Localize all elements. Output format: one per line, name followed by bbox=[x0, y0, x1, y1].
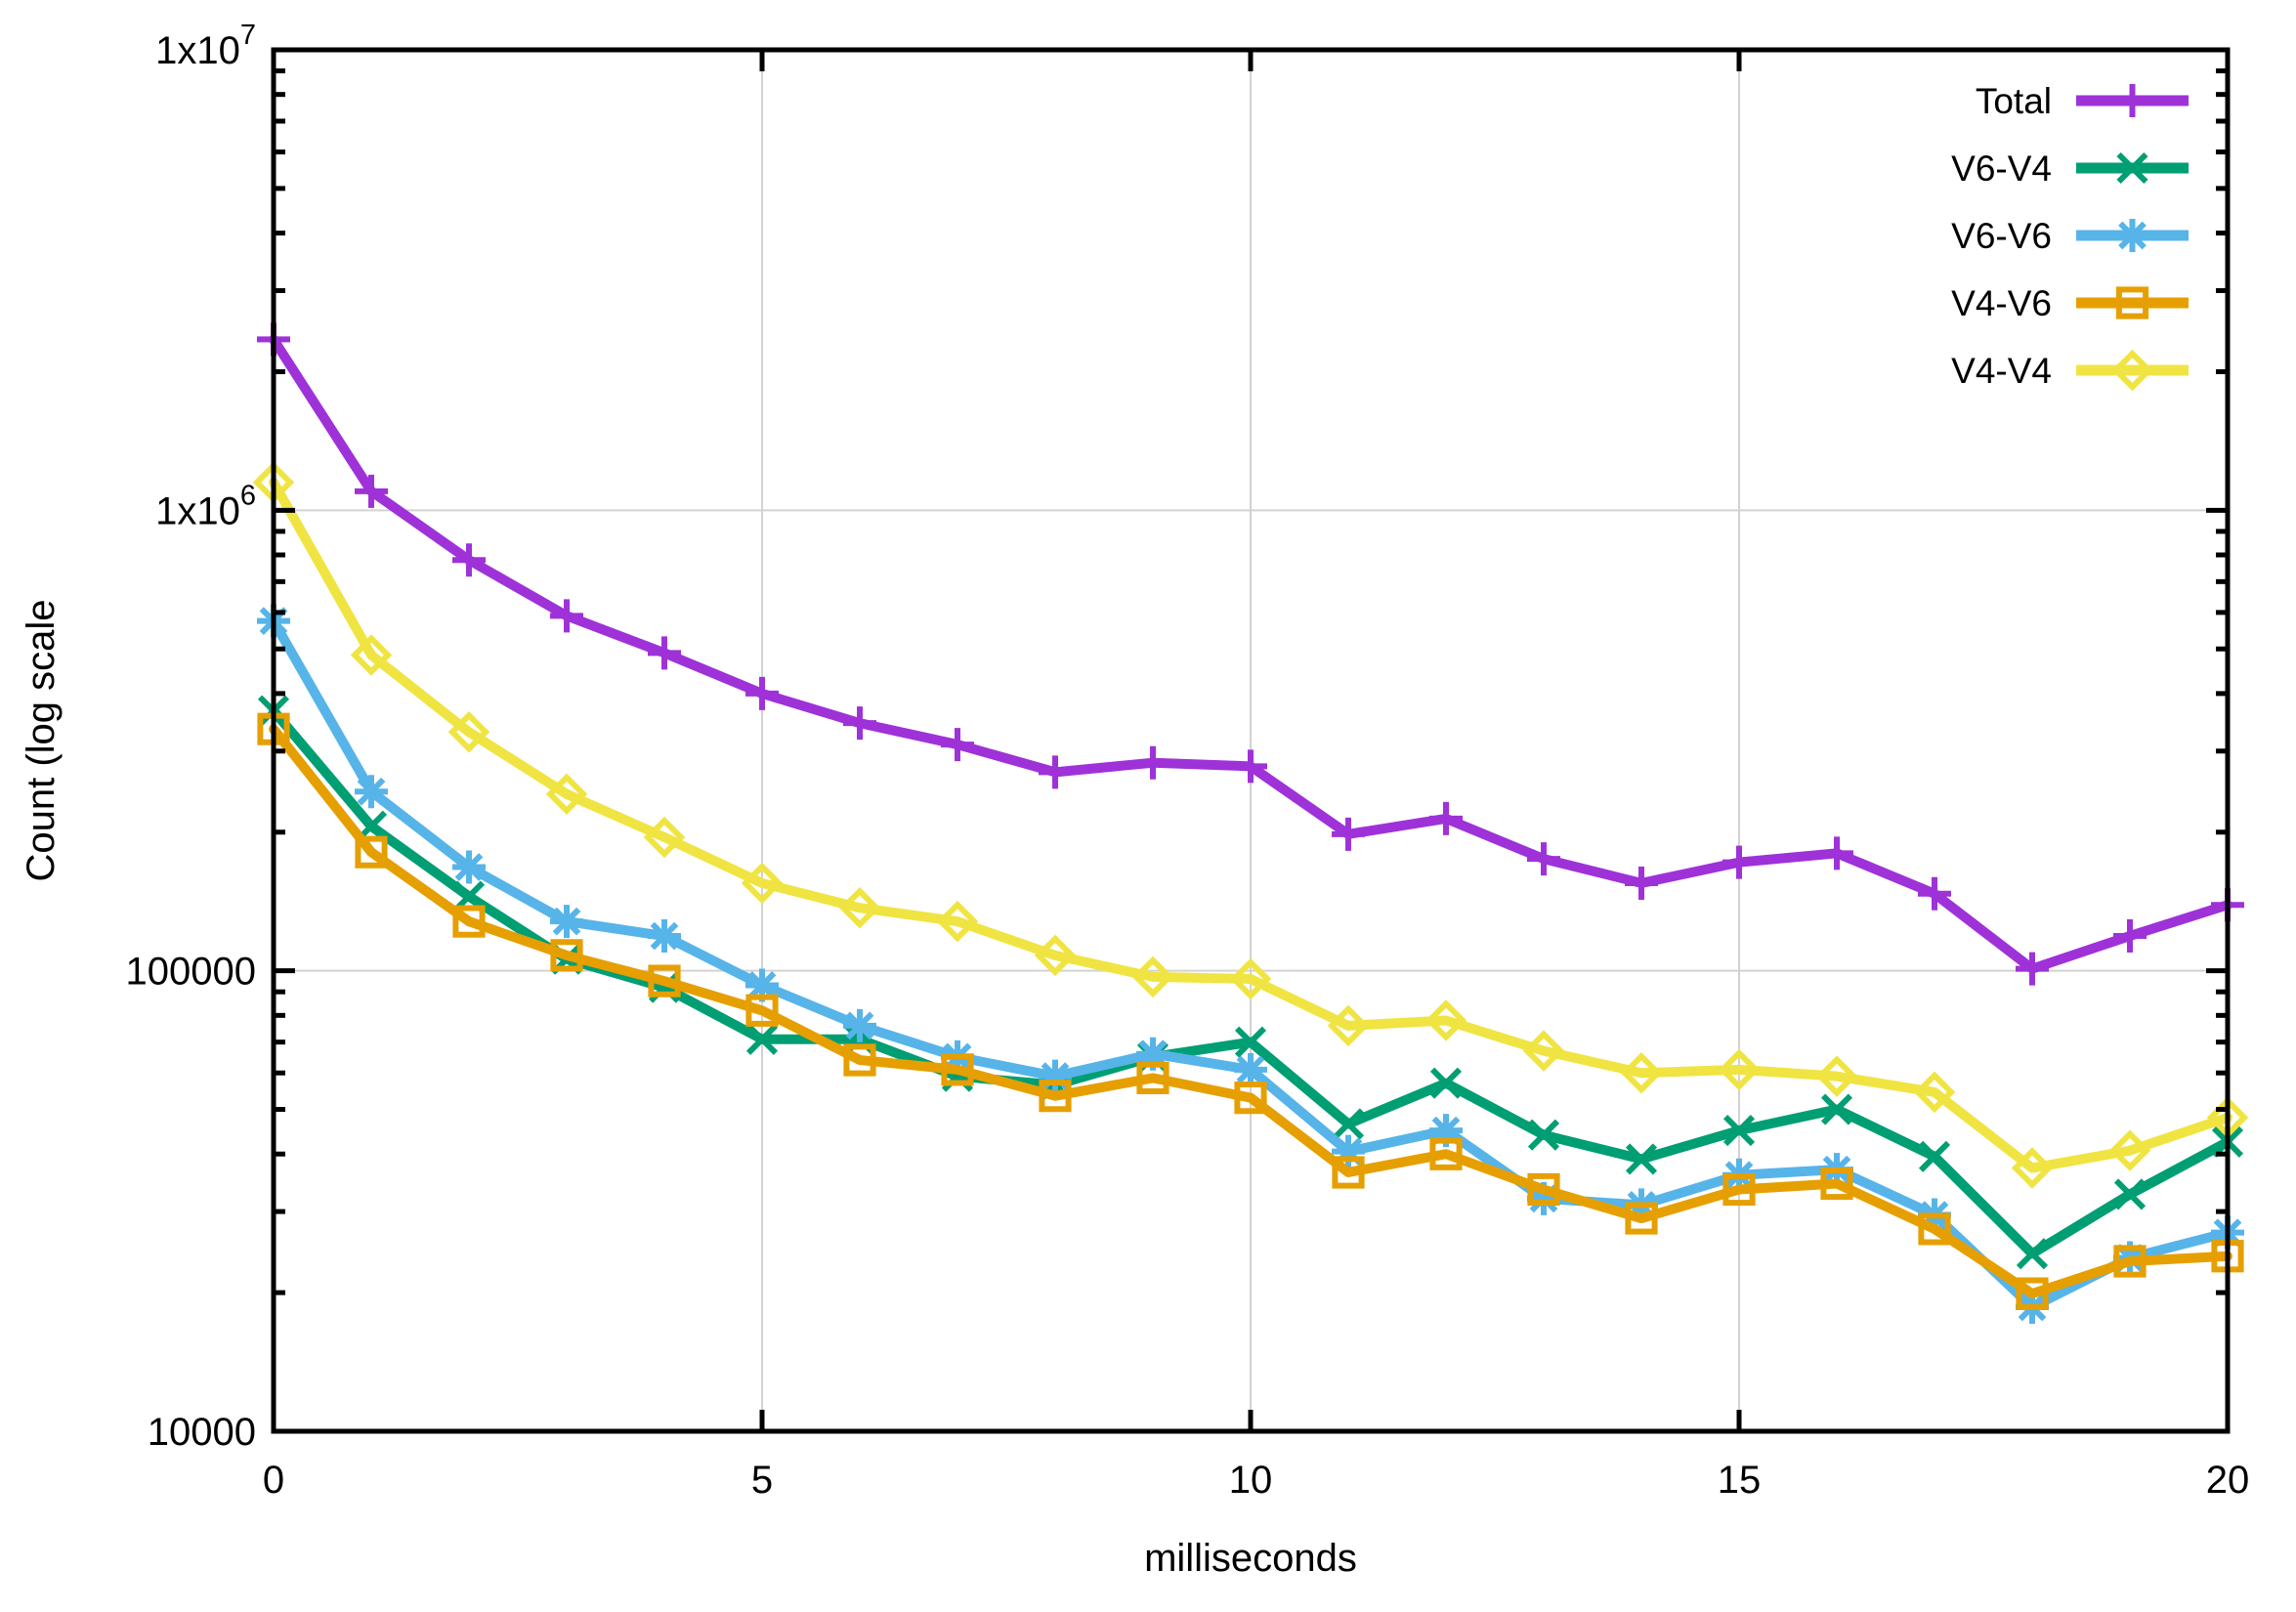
y-tick-label: 1x106 bbox=[155, 480, 256, 532]
square-markers bbox=[257, 712, 2244, 1310]
legend-item-v4-v6: V4-V6 bbox=[1951, 283, 2189, 323]
legend-item-v6-v6: V6-V6 bbox=[1951, 216, 2189, 256]
series-line bbox=[269, 477, 2232, 1173]
axes-and-ticks bbox=[271, 47, 2231, 1434]
x-tick-label: 0 bbox=[263, 1459, 284, 1502]
x-axis-title: milliseconds bbox=[1144, 1537, 1357, 1580]
legend-item-v4-v4: V4-V4 bbox=[1951, 349, 2189, 392]
legend-label: V4-V6 bbox=[1951, 283, 2052, 323]
legend-item-v6-v4: V6-V4 bbox=[1951, 148, 2189, 189]
legend: Total V6-V4 V6-V6 V4-V6 V4-V4 bbox=[1951, 81, 2189, 392]
y-tick-label: 100000 bbox=[126, 951, 256, 994]
series-v4-v4 bbox=[252, 461, 2249, 1189]
x-tick-label: 5 bbox=[751, 1459, 773, 1502]
legend-marker-sample bbox=[2115, 84, 2149, 117]
tick-labels: 0 5 10 15 20 1x107 1x106 100000 10000 bbox=[126, 20, 2250, 1502]
x-tick-label: 20 bbox=[2206, 1459, 2250, 1502]
legend-marker-sample bbox=[2115, 286, 2149, 319]
y-axis-title: Count (log scale bbox=[20, 599, 63, 881]
legend-marker-sample bbox=[2116, 151, 2148, 185]
series-line bbox=[269, 724, 2232, 1299]
x-tick-label: 15 bbox=[1718, 1459, 1762, 1502]
x-tick-label: 10 bbox=[1229, 1459, 1273, 1502]
y-tick-label: 10000 bbox=[148, 1411, 256, 1454]
legend-label: V6-V4 bbox=[1951, 148, 2052, 189]
legend-item-total: Total bbox=[1976, 81, 2189, 121]
legend-label: V6-V6 bbox=[1951, 216, 2052, 256]
legend-label: V4-V4 bbox=[1951, 351, 2052, 391]
series-v4-v6 bbox=[257, 712, 2244, 1310]
y-tick-label: 1x107 bbox=[155, 20, 256, 72]
legend-label: Total bbox=[1976, 81, 2052, 121]
series-lines bbox=[252, 322, 2249, 1324]
legend-marker-sample bbox=[2111, 349, 2153, 392]
legend-marker-sample bbox=[2115, 219, 2149, 252]
